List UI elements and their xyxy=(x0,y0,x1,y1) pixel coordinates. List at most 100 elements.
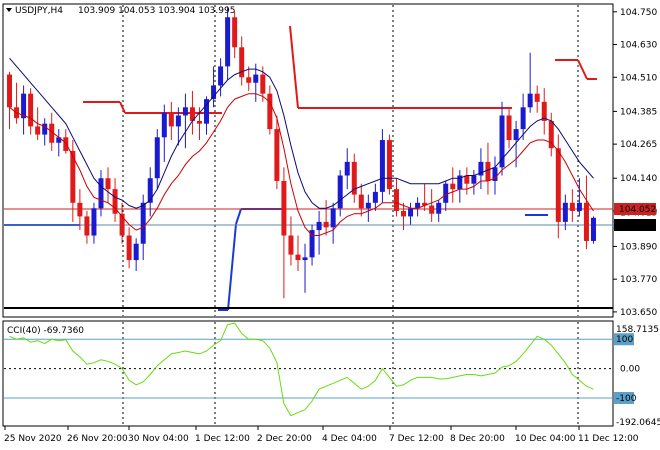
candle-body xyxy=(91,208,97,236)
collapse-triangle-icon[interactable] xyxy=(6,8,12,12)
candle-body xyxy=(7,74,13,108)
candle-body xyxy=(330,208,336,228)
candle-body xyxy=(260,74,266,94)
cci-level-box xyxy=(614,333,634,346)
candle-body xyxy=(534,93,540,102)
candle-body xyxy=(386,140,392,190)
candle-body xyxy=(239,47,245,78)
price-lines xyxy=(4,208,613,309)
candle-body xyxy=(506,115,512,141)
time-tick-label: 7 Dec 12:00 xyxy=(389,434,444,444)
price-tick-label: 104.385 xyxy=(620,107,657,117)
candle-body xyxy=(267,93,273,130)
time-tick-label: 11 Dec 12:00 xyxy=(578,434,639,444)
candle-body xyxy=(337,175,343,209)
candle-body xyxy=(309,230,315,258)
candle-body xyxy=(175,115,181,127)
cci-zero-tick: 0.00 xyxy=(620,365,640,375)
price-tick-label: 103.650 xyxy=(620,308,657,318)
candle-body xyxy=(527,93,533,108)
cci-level-label: 100 xyxy=(616,335,633,345)
candle-body xyxy=(126,235,132,261)
candle-body xyxy=(232,17,238,48)
candle-body xyxy=(98,178,104,209)
candle-body xyxy=(49,123,55,143)
ohlc-label: 103.909 104.053 103.904 103.995 xyxy=(78,6,235,16)
candle-body xyxy=(478,161,484,176)
candle-body xyxy=(562,202,568,222)
candle-body xyxy=(218,66,224,86)
cci-min-label: -192.0645 xyxy=(616,418,660,428)
indicator-pane-frame xyxy=(2,320,614,427)
ma-slow-line xyxy=(9,57,594,209)
candle-body xyxy=(576,202,582,211)
candle-body xyxy=(189,107,195,121)
cci-series xyxy=(9,322,594,417)
price-tick-label: 104.510 xyxy=(620,73,657,83)
cci-line xyxy=(4,322,613,427)
resistance-step xyxy=(119,101,126,114)
symbol-label: USDJPY,H4 xyxy=(15,6,63,16)
cci-level-box xyxy=(614,391,634,404)
candle-body xyxy=(457,175,463,190)
candle-body xyxy=(246,77,252,83)
ask-price-box xyxy=(614,219,656,231)
candle-body xyxy=(42,123,48,135)
price-tick-label: 104.630 xyxy=(620,41,657,51)
time-axis: 25 Nov 2020 26 Nov 20:00 30 Nov 04:00 1 Dec… xyxy=(4,426,639,444)
time-tick-label: 30 Nov 04:00 xyxy=(128,434,189,444)
candle-body xyxy=(590,217,596,241)
cci-max-label: 158.7135 xyxy=(616,325,659,335)
candle-body xyxy=(358,194,364,209)
candle-body xyxy=(119,213,125,236)
candle-body xyxy=(485,161,491,181)
cci-level-label: -100 xyxy=(616,394,637,404)
candle-body xyxy=(112,189,118,214)
candle-body xyxy=(274,129,280,181)
candle-body xyxy=(28,93,34,127)
candle-body xyxy=(436,202,442,214)
candle-body xyxy=(513,129,519,141)
candle-body xyxy=(70,150,76,203)
support-step xyxy=(235,208,242,225)
candle-body xyxy=(295,254,301,261)
candle-body xyxy=(499,115,505,168)
ask-price-label: 103.995 xyxy=(619,221,656,231)
candle-body xyxy=(365,202,371,209)
time-tick-label: 10 Dec 04:00 xyxy=(515,434,576,444)
candle-body xyxy=(450,183,456,190)
candle-body xyxy=(569,202,575,211)
candle-body xyxy=(147,178,153,203)
candle-body xyxy=(225,17,231,67)
price-tick-label: 103.770 xyxy=(620,275,657,285)
candle-body xyxy=(281,180,287,236)
time-tick-label: 4 Dec 04:00 xyxy=(322,434,377,444)
candle-body xyxy=(133,243,139,261)
support-step xyxy=(227,223,237,311)
candle-body xyxy=(35,126,41,135)
bid-price-box xyxy=(614,203,656,215)
candle-body xyxy=(555,148,561,222)
main-pane-frame xyxy=(2,3,614,318)
candle-body xyxy=(541,101,547,121)
candle-body xyxy=(63,137,69,151)
candle-body xyxy=(140,202,146,244)
candle-body xyxy=(316,221,322,231)
candle-body xyxy=(196,120,202,124)
candle-body xyxy=(548,120,554,149)
candle-body xyxy=(105,178,111,190)
time-tick-label: 1 Dec 12:00 xyxy=(195,434,250,444)
candle-body xyxy=(583,202,589,241)
candle-body xyxy=(253,74,259,83)
price-tick-label: 104.140 xyxy=(620,174,657,184)
candle-body xyxy=(351,161,357,195)
time-tick-label: 25 Nov 2020 xyxy=(4,434,62,444)
candle-body xyxy=(154,137,160,179)
candle-body xyxy=(408,208,414,217)
candle-body xyxy=(401,210,407,217)
price-axis: 104.750 104.630 104.510 104.385 104.265 104.1… xyxy=(613,8,660,428)
price-tick-label: 104.265 xyxy=(620,140,657,150)
candle-body xyxy=(393,189,399,211)
candle-body xyxy=(77,202,83,217)
